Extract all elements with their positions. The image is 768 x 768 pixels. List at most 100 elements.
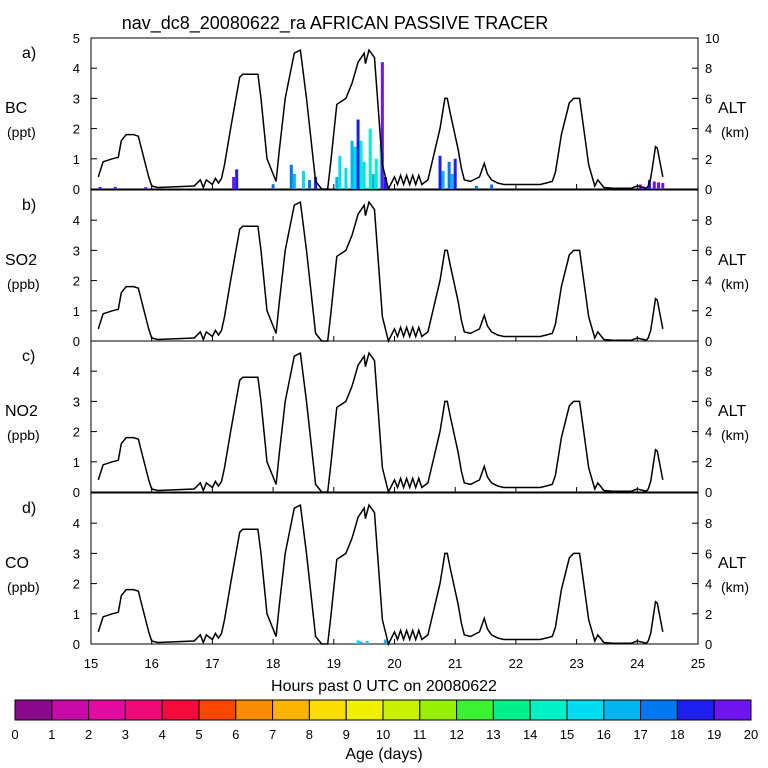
species-unit: (ppb): [7, 276, 40, 292]
colorbar-tick-label: 8: [306, 727, 313, 742]
y-tick-label: 2: [73, 122, 80, 137]
colorbar-tick-label: 9: [343, 727, 350, 742]
alt-tick-label: 8: [705, 213, 712, 228]
x-tick-label: 21: [448, 656, 462, 671]
species-label: BC: [5, 100, 27, 117]
species-label: NO2: [5, 403, 38, 420]
y-tick-label: 3: [73, 91, 80, 106]
colorbar-swatch: [14, 699, 53, 721]
x-tick-label: 19: [327, 656, 341, 671]
colorbar-swatch: [529, 699, 568, 721]
age-marker-bar: [289, 164, 293, 189]
y-tick-label: 4: [73, 61, 80, 76]
panel-letter: a): [22, 45, 36, 62]
alt-tick-label: 0: [705, 485, 712, 500]
panel-letter: b): [22, 197, 36, 214]
age-marker-bar: [447, 161, 451, 189]
alt-axis-unit: (km): [721, 124, 749, 140]
age-marker-bar: [450, 173, 454, 189]
y-tick-label: 0: [73, 485, 80, 500]
x-tick-label: 22: [509, 656, 523, 671]
age-marker-bar: [474, 185, 478, 189]
y-tick-label: 2: [73, 274, 80, 289]
alt-tick-label: 4: [705, 122, 712, 137]
species-label: CO: [5, 555, 29, 572]
colorbar-tick-label: 2: [85, 727, 92, 742]
panel-frame: [90, 492, 699, 645]
alt-tick-label: 2: [705, 607, 712, 622]
colorbar-tick-label: 3: [122, 727, 129, 742]
colorbar-tick-label: 1: [48, 727, 55, 742]
alt-tick-label: 6: [705, 546, 712, 561]
x-tick-label: 18: [266, 656, 280, 671]
alt-axis-unit: (km): [721, 276, 749, 292]
colorbar-tick-label: 15: [560, 727, 574, 742]
species-unit: (ppt): [7, 124, 36, 140]
alt-tick-label: 0: [705, 334, 712, 349]
age-marker-bar: [235, 169, 239, 189]
alt-tick-label: 8: [705, 364, 712, 379]
colorbar-swatch: [603, 699, 642, 721]
alt-tick-label: 8: [705, 61, 712, 76]
age-marker-bar: [350, 140, 354, 189]
panel-frame: [90, 189, 699, 342]
x-axis-label: Hours past 0 UTC on 20080622: [271, 678, 497, 695]
x-tick-label: 25: [691, 656, 705, 671]
alt-tick-label: 4: [705, 274, 712, 289]
x-tick-label: 23: [569, 656, 583, 671]
panel-no2: 0 1 2 3 4 0 2 4 6 8 c) NO2 (ppb) ALT (km): [5, 340, 749, 500]
alt-tick-label: 4: [705, 425, 712, 440]
alt-tick-label: 2: [705, 152, 712, 167]
colorbar-tick-label: 14: [523, 727, 537, 742]
alt-tick-label: 4: [705, 577, 712, 592]
colorbar-swatch: [492, 699, 531, 721]
colorbar-tick-label: 10: [376, 727, 390, 742]
colorbar-swatch: [272, 699, 310, 721]
age-marker-bar: [98, 186, 102, 189]
y-tick-label: 1: [73, 607, 80, 622]
panels-group: 0123450246810a)BC(ppt)ALT(km)0123402468b…: [5, 31, 749, 652]
colorbar-swatch: [51, 699, 90, 721]
chart-title: nav_dc8_20080622_ra AFRICAN PASSIVE TRAC…: [122, 13, 549, 34]
colorbar: 0 1 2 3 4 5 6 7 8 9 10 11 12 13 14 15 16 17 18 19 20: [11, 699, 758, 742]
colorbar-swatch: [124, 699, 163, 721]
colorbar-tick-label: 17: [633, 727, 647, 742]
age-marker-bar: [335, 176, 339, 189]
y-tick-label: 0: [73, 182, 80, 197]
age-marker-bar: [380, 62, 384, 189]
y-tick-label: 1: [73, 455, 80, 470]
x-axis: 15 16 17 18 19 20 21 22 23 24 25: [84, 656, 705, 671]
age-marker-bar: [365, 640, 369, 644]
alt-tick-label: 6: [705, 243, 712, 258]
colorbar-swatch: [88, 699, 126, 721]
colorbar-swatch: [456, 699, 494, 721]
age-marker-bar: [353, 146, 357, 189]
colorbar-tick-label: 0: [11, 727, 18, 742]
alt-axis-label: ALT: [718, 252, 746, 269]
alt-tick-label: 6: [705, 91, 712, 106]
y-tick-label: 4: [73, 213, 80, 228]
age-marker-bar: [301, 170, 305, 189]
colorbar-swatch: [566, 699, 605, 721]
age-marker-bar: [356, 119, 360, 189]
age-marker-bar: [292, 173, 296, 189]
age-marker-bar: [490, 184, 494, 189]
colorbar-swatch: [676, 699, 715, 721]
age-marker-bar: [359, 641, 363, 644]
age-marker-bar: [453, 158, 457, 189]
colorbar-tick-label: 5: [195, 727, 202, 742]
colorbar-swatch: [640, 699, 678, 721]
colorbar-tick-label: 7: [269, 727, 276, 742]
x-tick-label: 20: [387, 656, 401, 671]
age-marker-bar: [362, 161, 366, 189]
x-tick-label: 24: [630, 656, 644, 671]
age-marker-bar: [314, 176, 318, 189]
panel-co: 0 1 2 3 4 0 2 4 6 8 d) CO (ppb) ALT (km): [5, 492, 749, 652]
altitude-line: [97, 351, 664, 495]
y-tick-label: 4: [73, 364, 80, 379]
alt-tick-label: 2: [705, 304, 712, 319]
colorbar-tick-label: 20: [744, 727, 758, 742]
age-marker-bar: [652, 181, 656, 189]
colorbar-label: Age (days): [345, 746, 422, 763]
